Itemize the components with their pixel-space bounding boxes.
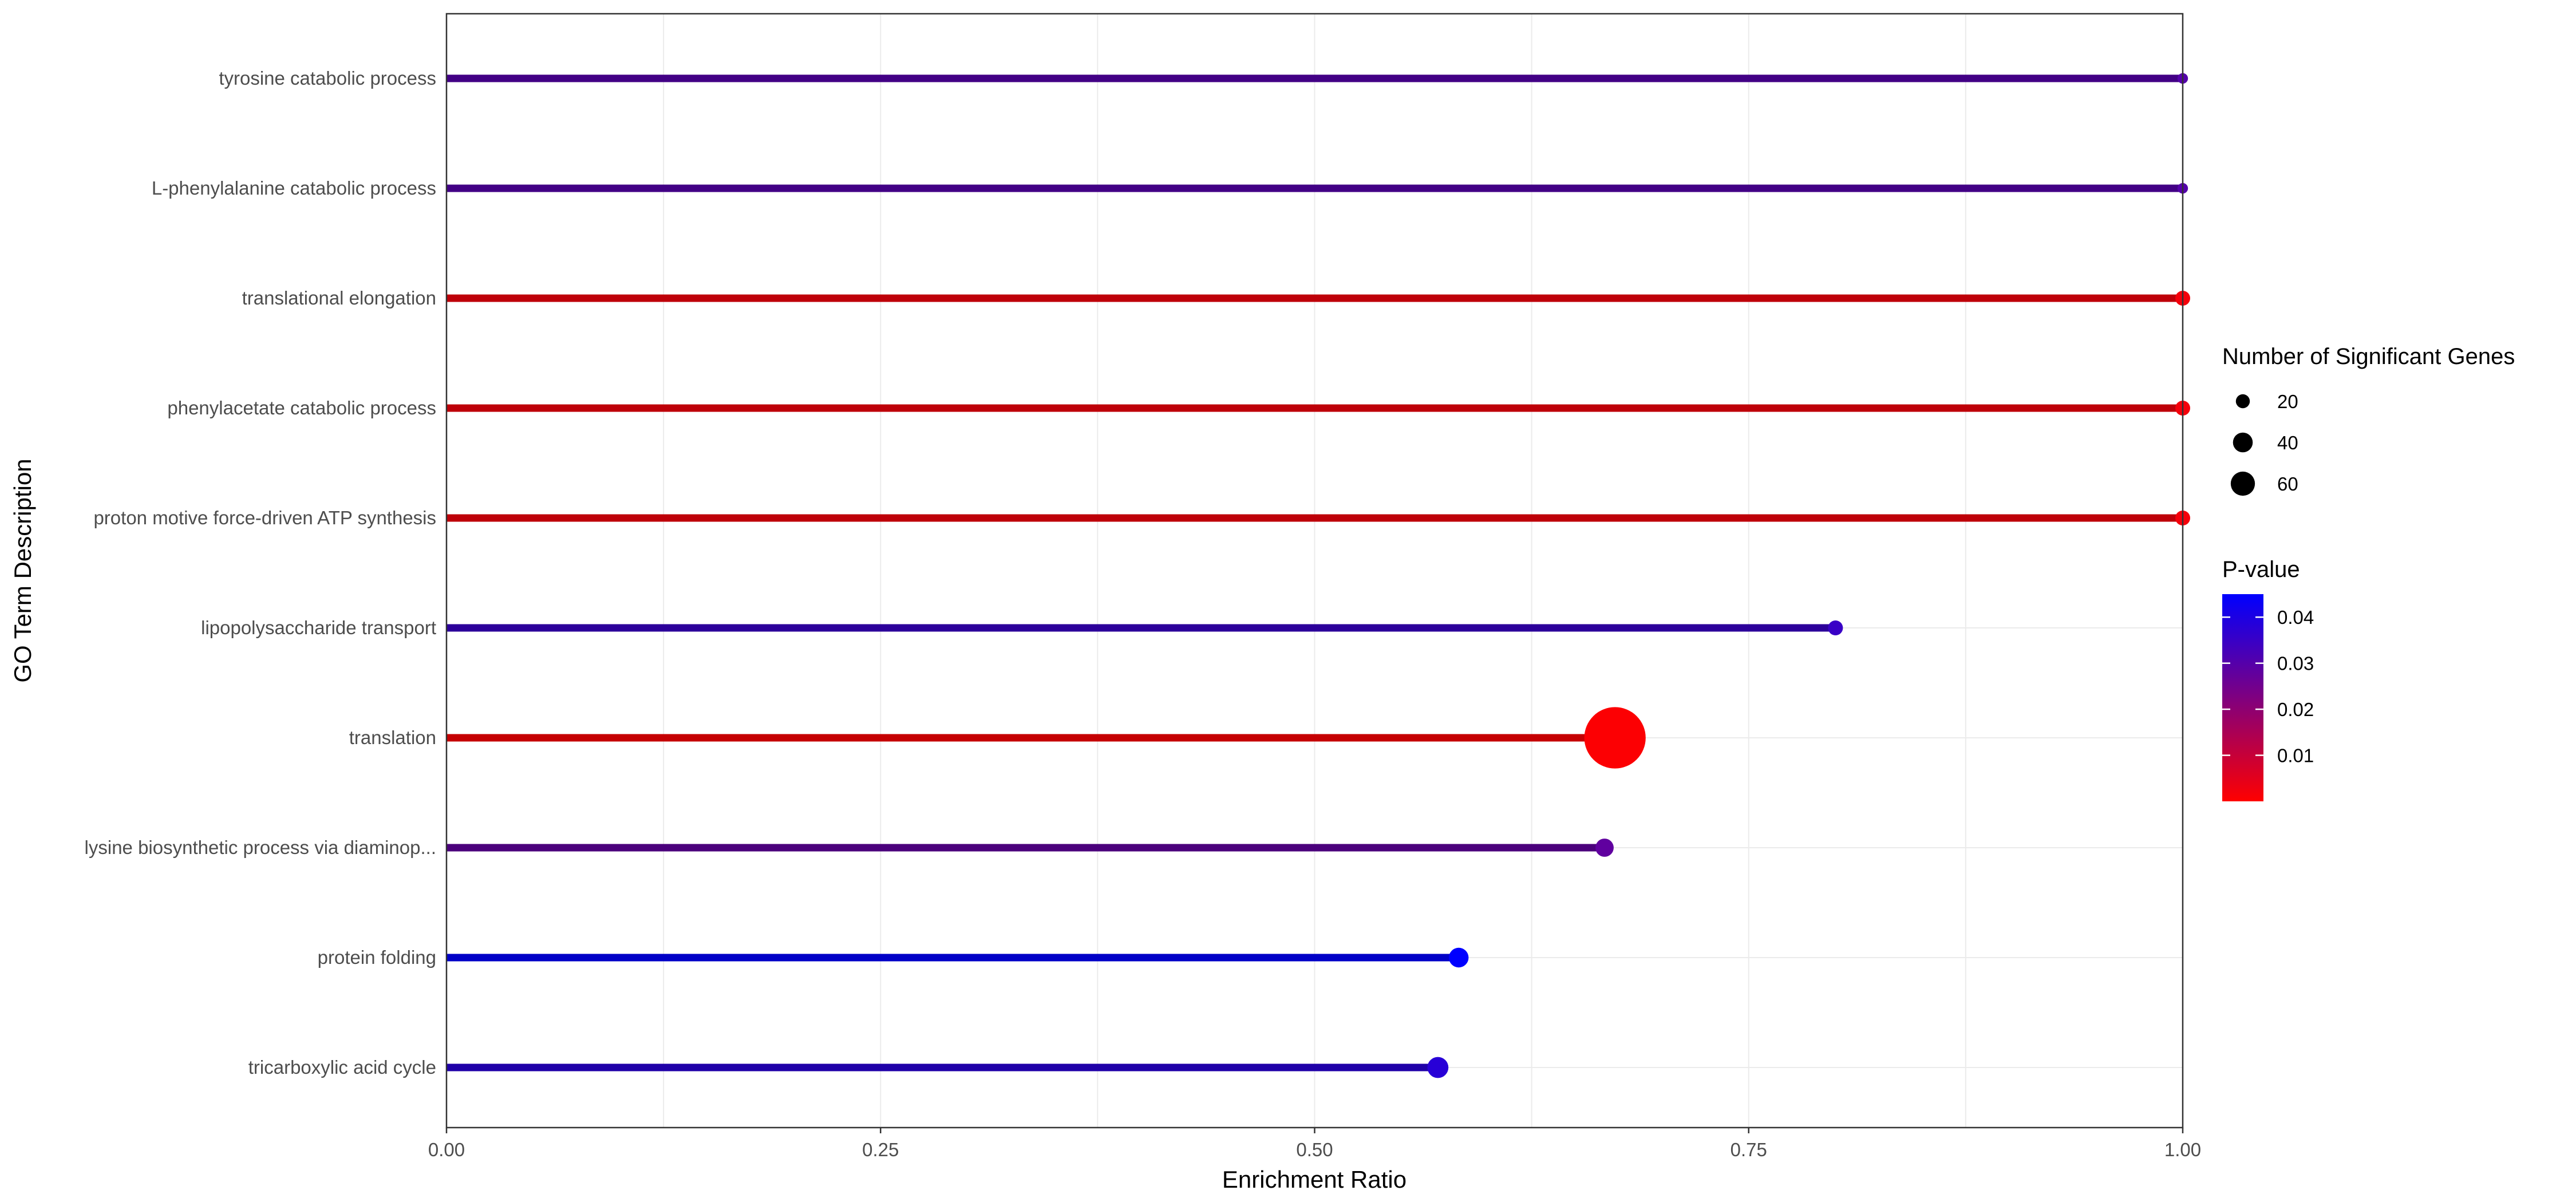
color-legend-label: 0.02 bbox=[2277, 699, 2314, 720]
y-tick-label: L-phenylalanine catabolic process bbox=[152, 177, 436, 199]
size-legend-key bbox=[2230, 471, 2255, 496]
color-legend-bar bbox=[2222, 594, 2263, 801]
size-legend-label: 60 bbox=[2277, 473, 2298, 495]
lollipop-point bbox=[1595, 839, 1614, 857]
y-tick-label: phenylacetate catabolic process bbox=[167, 397, 436, 418]
y-tick-label: proton motive force-driven ATP synthesis bbox=[93, 507, 436, 528]
lollipop-point bbox=[1427, 1057, 1449, 1078]
size-legend-key bbox=[2233, 432, 2253, 453]
lollipop-point bbox=[1584, 707, 1646, 769]
x-tick-label: 0.00 bbox=[428, 1139, 465, 1160]
y-tick-labels: tyrosine catabolic process L-phenylalanin… bbox=[85, 68, 436, 1078]
x-tick-label: 0.75 bbox=[1730, 1139, 1767, 1160]
color-legend-ticks: 0.04 0.03 0.02 0.01 bbox=[2222, 607, 2314, 766]
color-legend-label: 0.04 bbox=[2277, 607, 2314, 628]
y-tick-label: tyrosine catabolic process bbox=[219, 68, 436, 89]
size-legend-label: 40 bbox=[2277, 432, 2298, 453]
y-tick-label: translational elongation bbox=[242, 287, 436, 309]
size-legend-title: Number of Significant Genes bbox=[2222, 344, 2515, 369]
size-legend: Number of Significant Genes 20 40 60 bbox=[2222, 344, 2515, 496]
size-legend-items: 20 40 60 bbox=[2230, 391, 2298, 496]
x-tick-label: 0.50 bbox=[1296, 1139, 1333, 1160]
color-legend-label: 0.01 bbox=[2277, 745, 2314, 766]
x-axis-title: Enrichment Ratio bbox=[1222, 1166, 1406, 1193]
y-tick-label: protein folding bbox=[318, 947, 436, 968]
lollipop-point bbox=[1828, 620, 1843, 635]
color-legend-title: P-value bbox=[2222, 557, 2300, 582]
size-legend-key bbox=[2235, 394, 2250, 409]
size-legend-label: 20 bbox=[2277, 391, 2298, 412]
y-tick-label: tricarboxylic acid cycle bbox=[248, 1057, 436, 1078]
x-tick-label: 0.25 bbox=[862, 1139, 899, 1160]
y-tick-label: lipopolysaccharide transport bbox=[201, 617, 436, 638]
y-axis-title: GO Term Description bbox=[9, 458, 36, 682]
color-legend: P-value 0.04 0.03 0.02 0.01 bbox=[2222, 557, 2314, 801]
y-tick-label: lysine biosynthetic process via diaminop… bbox=[85, 837, 436, 858]
x-tick-label: 1.00 bbox=[2164, 1139, 2201, 1160]
x-tick-labels: 0.00 0.25 0.50 0.75 1.00 bbox=[428, 1128, 2201, 1160]
y-tick-label: translation bbox=[349, 727, 436, 748]
color-legend-label: 0.03 bbox=[2277, 653, 2314, 674]
lollipop-stems bbox=[447, 74, 2183, 1071]
lollipop-points bbox=[1427, 73, 2190, 1078]
lollipop-point bbox=[1449, 947, 1469, 968]
